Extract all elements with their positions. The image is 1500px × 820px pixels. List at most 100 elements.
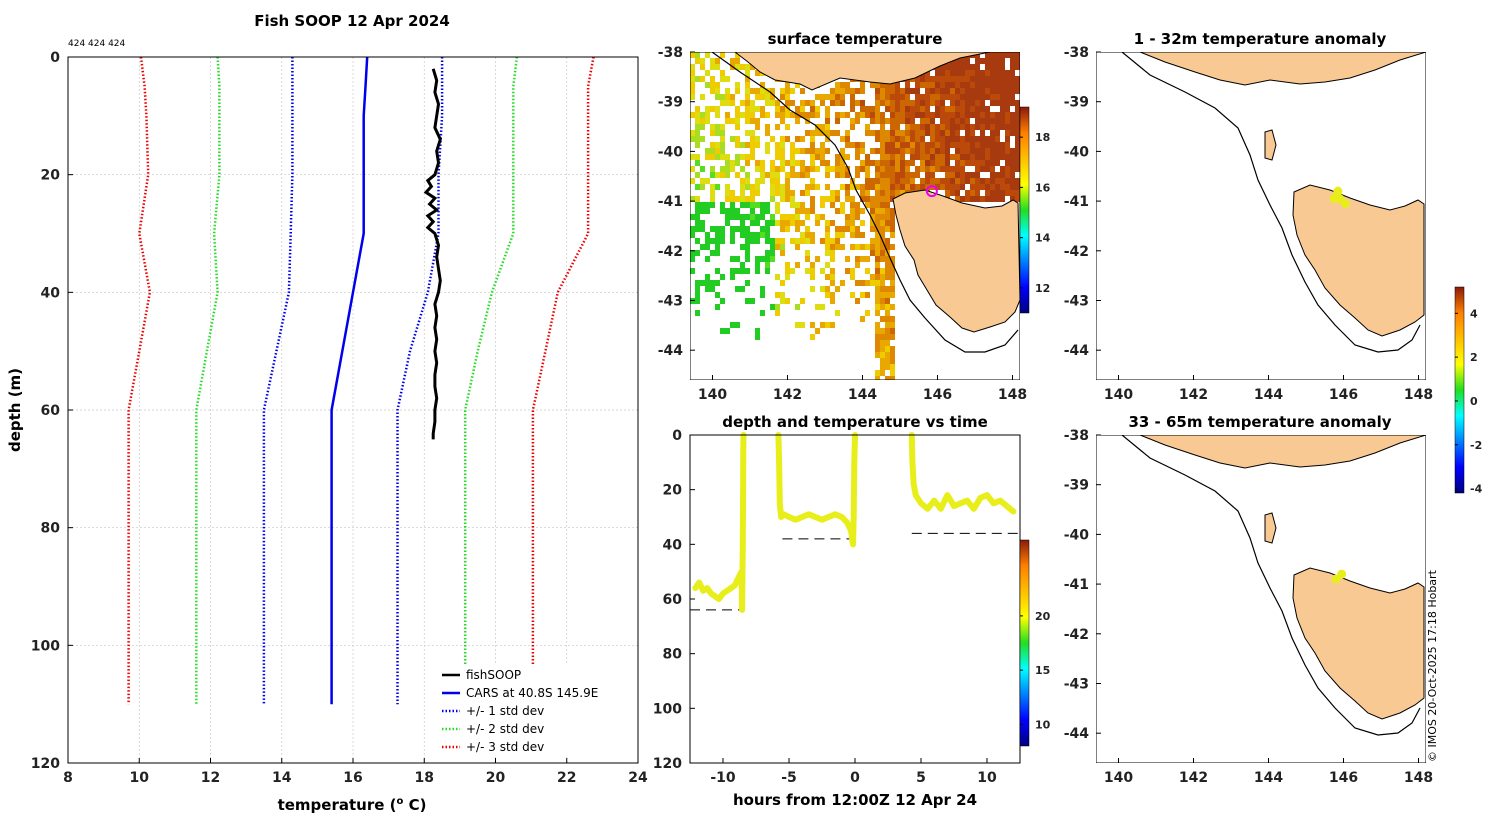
sst-pixel: [890, 256, 895, 262]
sst-pixel: [935, 136, 940, 142]
sst-pixel: [835, 232, 840, 238]
sst-pixel: [800, 106, 805, 112]
sst-pixel: [890, 376, 895, 380]
sst-pixel: [745, 268, 750, 274]
sst-pixel: [705, 232, 710, 238]
sst-pixel: [765, 100, 770, 106]
sst-pixel: [745, 118, 750, 124]
sst-pixel: [690, 232, 695, 238]
sst-pixel: [945, 184, 950, 190]
sst-pixel: [735, 268, 740, 274]
sst-pixel: [745, 214, 750, 220]
sst-pixel: [1015, 160, 1020, 166]
sst-pixel: [785, 106, 790, 112]
sst-pixel: [785, 184, 790, 190]
sst-pixel: [940, 94, 945, 100]
sst-pixel: [720, 136, 725, 142]
sst-pixel: [915, 172, 920, 178]
sst-pixel: [880, 112, 885, 118]
sst-pixel: [875, 94, 880, 100]
sst-pixel: [985, 88, 990, 94]
depth-time-x-tick-label: 0: [850, 770, 860, 786]
sst-pixel: [890, 148, 895, 154]
sst-pixel: [875, 310, 880, 316]
sst-pixel: [715, 304, 720, 310]
depth-time-x-ticks: -10 -5 0 5 10: [710, 758, 997, 786]
sst-pixel: [840, 208, 845, 214]
sst-pixel: [830, 322, 835, 328]
sst-pixel: [905, 130, 910, 136]
sst-pixel: [905, 112, 910, 118]
anomaly-33-65m-y-tick-label: -42: [1064, 627, 1089, 643]
sst-pixel: [720, 328, 725, 334]
sst-pixel: [915, 148, 920, 154]
profile-x-ticks: 8 10 12 14 16 18 20 22 24: [63, 758, 648, 786]
sst-pixel: [965, 118, 970, 124]
sst-pixel: [780, 292, 785, 298]
sst-pixel: [825, 286, 830, 292]
sst-pixel: [715, 148, 720, 154]
sst-pixel: [875, 280, 880, 286]
sst-pixel: [710, 190, 715, 196]
anomaly-1-32m-y-ticks: -38-39-40-41-42-43-44: [1064, 45, 1101, 359]
sst-pixel: [735, 256, 740, 262]
sst-pixel: [920, 118, 925, 124]
sst-pixel: [810, 160, 815, 166]
sst-pixel: [910, 142, 915, 148]
sst-pixel: [985, 76, 990, 82]
sst-pixel: [970, 148, 975, 154]
sst-pixel: [795, 160, 800, 166]
sst-pixel: [760, 226, 765, 232]
sst-pixel: [1010, 154, 1015, 160]
sst-pixel: [915, 166, 920, 172]
sst-pixel: [960, 58, 965, 64]
sst-pixel: [770, 256, 775, 262]
sst-pixel: [930, 178, 935, 184]
sst-pixel: [730, 160, 735, 166]
sst-pixel: [880, 208, 885, 214]
anomaly-1-32m-point: [1329, 194, 1339, 204]
sst-pixel: [1005, 172, 1010, 178]
sst-pixel: [815, 304, 820, 310]
sst-pixel: [710, 286, 715, 292]
sst-pixel: [840, 82, 845, 88]
depth-time-colorbar-tick-label: 15: [1035, 664, 1050, 677]
sst-pixel: [750, 106, 755, 112]
sst-pixel: [875, 298, 880, 304]
sst-pixel: [750, 100, 755, 106]
sst-pixel: [840, 88, 845, 94]
sst-pixel: [950, 154, 955, 160]
profile-y-tick-label: 120: [31, 756, 60, 772]
sst-pixel: [875, 328, 880, 334]
sst-pixel: [880, 196, 885, 202]
sst-pixel: [770, 220, 775, 226]
sst-pixel: [1000, 184, 1005, 190]
sst-pixel: [710, 148, 715, 154]
sst-pixel: [890, 268, 895, 274]
sst-pixel: [1000, 58, 1005, 64]
sst-pixel: [925, 82, 930, 88]
sst-pixel: [785, 298, 790, 304]
sst-pixel: [795, 322, 800, 328]
sst-pixel: [970, 88, 975, 94]
profile-counts: 424 424 424: [68, 39, 126, 49]
sst-pixel: [700, 220, 705, 226]
sst-pixel: [860, 280, 865, 286]
sst-pixel: [1005, 88, 1010, 94]
sst-pixel: [970, 172, 975, 178]
sst-pixel: [845, 136, 850, 142]
sst-pixel: [1010, 130, 1015, 136]
sst-pixel: [940, 70, 945, 76]
sst-colorbar-tick-label: 12: [1035, 282, 1050, 295]
surface-map-x-tick-label: 140: [698, 387, 727, 403]
sst-colorbar-tick-label: 16: [1035, 181, 1051, 194]
anomaly-colorbar-tick-label: 2: [1470, 351, 1478, 364]
sst-pixel: [800, 100, 805, 106]
sst-pixel: [995, 70, 1000, 76]
sst-pixel: [785, 262, 790, 268]
sst-pixel: [925, 166, 930, 172]
sst-pixel: [725, 184, 730, 190]
sst-pixel: [915, 136, 920, 142]
sst-pixel: [870, 220, 875, 226]
sst-pixel: [940, 160, 945, 166]
